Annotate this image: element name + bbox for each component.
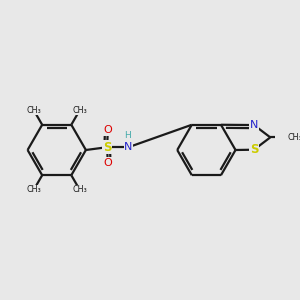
Text: N: N: [250, 120, 258, 130]
Text: CH₃: CH₃: [72, 185, 87, 194]
Text: O: O: [103, 125, 112, 135]
Text: CH₃: CH₃: [26, 106, 41, 115]
Text: O: O: [103, 158, 112, 168]
Text: N: N: [124, 142, 133, 152]
Text: CH₃: CH₃: [72, 106, 87, 115]
Text: S: S: [103, 141, 111, 154]
Text: CH₃: CH₃: [26, 185, 41, 194]
Text: H: H: [124, 131, 131, 140]
Text: S: S: [250, 143, 258, 156]
Text: CH₃: CH₃: [288, 133, 300, 142]
